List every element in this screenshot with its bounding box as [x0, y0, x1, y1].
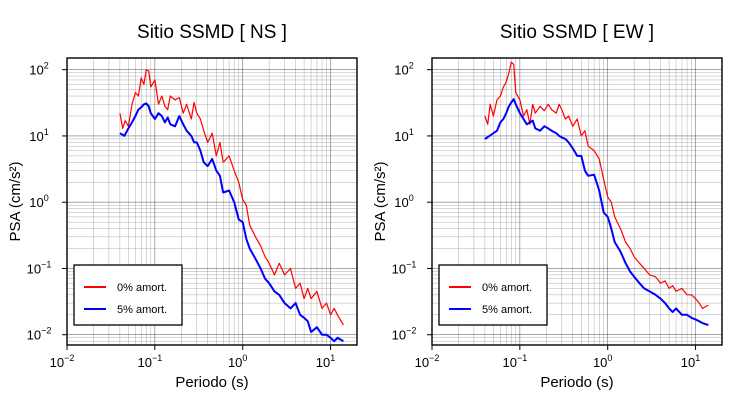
y-tick-label: 100 [29, 193, 48, 210]
legend-label: 5% amort. [117, 304, 167, 316]
y-tick-label: 10−2 [27, 326, 52, 343]
x-tick-label: 10−2 [415, 353, 440, 370]
x-tick-label: 10−1 [502, 353, 527, 370]
y-tick-label: 101 [394, 127, 413, 144]
y-tick-label: 10−1 [392, 259, 417, 276]
chart-title: Sitio SSMD [ NS ] [137, 22, 287, 43]
x-axis-label: Periodo (s) [540, 374, 613, 391]
y-tick-label: 102 [394, 61, 413, 78]
x-tick-label: 10−2 [50, 353, 75, 370]
chart-panel-1: 10−2 10−1 100 101 10−2 10−1 100 101 102 Sitio SSM… [7, 22, 358, 391]
x-tick-label: 10−1 [137, 353, 162, 370]
x-axis-label: Periodo (s) [175, 374, 248, 391]
plot-frame [66, 57, 358, 346]
legend-box [73, 264, 183, 326]
legend-label: 0% amort. [117, 282, 167, 294]
x-tick-label: 100 [593, 353, 612, 370]
x-tick-label: 100 [228, 353, 247, 370]
y-tick-label: 101 [29, 127, 48, 144]
series-line-damping-0 [484, 61, 709, 309]
legend-label: 0% amort. [482, 282, 532, 294]
y-tick-label: 102 [29, 61, 48, 78]
y-axis-label: PSA (cm/s²) [7, 161, 24, 241]
y-axis-label: PSA (cm/s²) [372, 161, 389, 241]
legend-label: 5% amort. [482, 304, 532, 316]
y-tick-label: 10−1 [27, 259, 52, 276]
series-line-damping-5 [484, 98, 709, 327]
series-line-damping-5 [119, 102, 344, 343]
legend: 0% amort. 5% amort. [438, 264, 548, 326]
ticks: 10−2 10−1 100 101 10−2 10−1 100 101 102 [27, 61, 336, 370]
chart-title: Sitio SSMD [ EW ] [500, 22, 654, 43]
y-tick-label: 10−2 [392, 326, 417, 343]
y-tick-label: 100 [394, 193, 413, 210]
plot-frame [431, 57, 723, 346]
chart-panel-2: 10−2 10−1 100 101 10−2 10−1 100 101 102 Sitio SSM… [372, 22, 723, 391]
x-tick-label: 101 [681, 353, 700, 370]
series-line-damping-0 [119, 69, 344, 326]
x-tick-label: 101 [316, 353, 335, 370]
legend-box [438, 264, 548, 326]
legend: 0% amort. 5% amort. [73, 264, 183, 326]
